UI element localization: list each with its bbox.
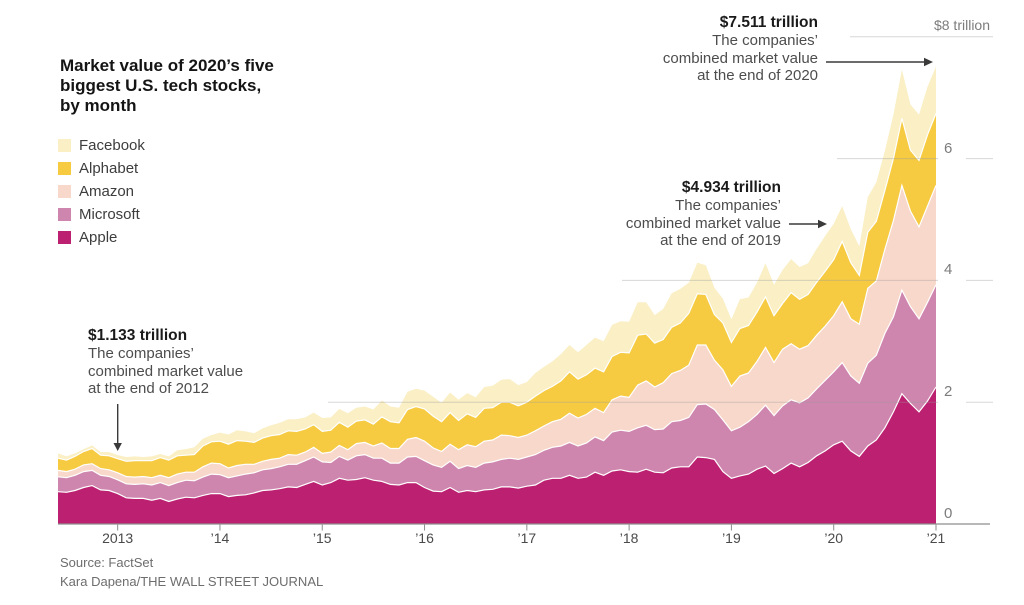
annotation-end-2019: $4.934 trillion The companies’ combined … — [626, 178, 781, 250]
chart-title-line2: biggest U.S. tech stocks, — [60, 76, 262, 95]
annotation-end-2019-line3: at the end of 2019 — [660, 232, 781, 249]
x-tick-label: 2013 — [102, 530, 134, 546]
area-band-amazon — [58, 185, 936, 486]
legend-item-amazon: Amazon — [58, 180, 145, 203]
legend-swatch-amazon — [58, 185, 71, 198]
x-tick-label: ’16 — [415, 530, 434, 546]
annotation-end-2012-line2: combined market value — [88, 362, 244, 380]
annotation-end-2020-value: $7.511 trillion — [719, 14, 818, 31]
credit-line: Kara Dapena/THE WALL STREET JOURNAL — [60, 574, 324, 589]
annotation-end-2012-value: $1.133 trillion — [88, 327, 188, 344]
x-tick-label: ’18 — [619, 530, 639, 546]
legend-label: Amazon — [79, 183, 135, 200]
y-tick-label: 0 — [944, 505, 953, 522]
band-separator — [57, 113, 937, 462]
band-separator — [57, 284, 937, 487]
annotation-end-2019-line1: The companies’ — [675, 197, 781, 214]
x-tick-label: ’15 — [312, 530, 332, 546]
x-tick-label: ’19 — [722, 530, 741, 546]
annotation-end-2020-line2: combined market value — [662, 49, 818, 67]
y-tick-label: 2 — [944, 383, 953, 401]
area-band-microsoft — [58, 284, 936, 502]
chart-title-line3: by month — [60, 96, 137, 115]
x-tick-label: ’17 — [517, 530, 537, 546]
y-tick-label: 4 — [944, 261, 953, 279]
legend-swatch-facebook — [58, 139, 71, 152]
x-tick-label: ’14 — [210, 530, 230, 546]
legend-label: Facebook — [79, 137, 145, 154]
legend-item-alphabet: Alphabet — [58, 157, 145, 180]
legend-label: Alphabet — [79, 160, 139, 177]
band-separator — [57, 183, 937, 479]
annotation-end-2012-line3: at the end of 2012 — [88, 380, 209, 397]
x-tick-label: ’21 — [926, 530, 946, 546]
annotation-end-2012-line1: The companies’ — [88, 345, 194, 362]
band-separator — [57, 386, 937, 503]
legend-swatch-microsoft — [58, 208, 71, 221]
annotation-arrow-2012-head — [113, 443, 122, 451]
legend: Facebook Alphabet Amazon Microsoft Apple — [58, 134, 145, 249]
annotation-end-2020-line3: at the end of 2020 — [697, 67, 818, 84]
annotation-end-2012: $1.133 trillion The companies’ combined … — [88, 326, 243, 398]
legend-item-apple: Apple — [58, 226, 145, 249]
legend-item-facebook: Facebook — [58, 134, 145, 157]
legend-label: Apple — [79, 229, 118, 246]
annotation-end-2020-line1: The companies’ — [712, 32, 818, 49]
annotation-end-2019-value: $4.934 trillion — [681, 179, 781, 196]
area-band-apple — [58, 387, 936, 524]
chart-title-line1: Market value of 2020’s five — [60, 56, 274, 75]
legend-swatch-alphabet — [58, 162, 71, 175]
legend-item-microsoft: Microsoft — [58, 203, 145, 226]
annotation-arrow-2020-head — [924, 57, 933, 67]
y-tick-label: 6 — [944, 139, 953, 157]
legend-swatch-apple — [58, 231, 71, 244]
chart-title: Market value of 2020’s five biggest U.S.… — [60, 56, 274, 116]
annotation-end-2019-line2: combined market value — [625, 214, 781, 232]
y-tick-label: $8 trillion — [933, 16, 990, 33]
x-tick-label: ’20 — [824, 530, 844, 546]
annotation-end-2020: $7.511 trillion The companies’ combined … — [663, 13, 818, 85]
annotation-arrow-2019-head — [818, 219, 827, 229]
source-line: Source: FactSet — [60, 555, 154, 570]
legend-label: Microsoft — [79, 206, 140, 223]
